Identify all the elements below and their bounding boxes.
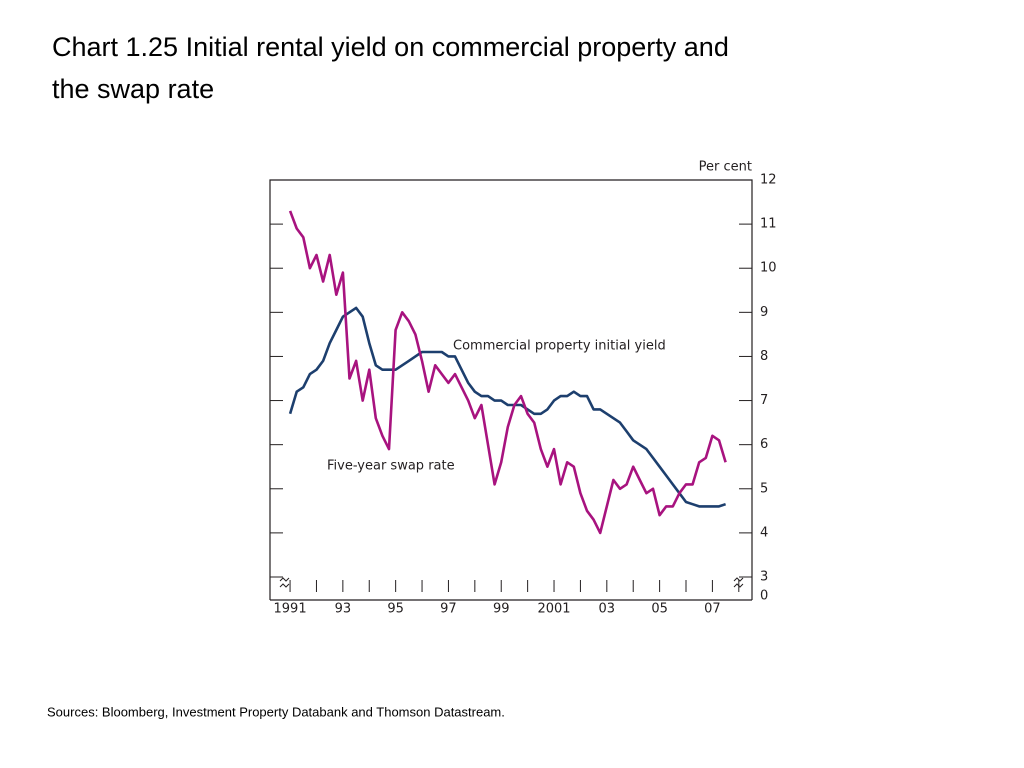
x-tick-label: 99 [493,602,510,617]
y-tick-label: 10 [760,261,777,276]
y-tick-label: 8 [760,349,768,364]
annotation: Five-year swap rate [327,459,455,474]
plot-frame [269,179,753,578]
y-tick-label: 12 [760,173,777,188]
x-tick-label: 1991 [274,602,307,617]
x-tick-label: 93 [335,602,352,617]
axis-break [279,577,290,588]
source-note: Sources: Bloomberg, Investment Property … [47,704,505,719]
title: Chart 1.25 Initial rental yield on comme… [52,32,729,62]
y-tick-label: 9 [760,305,768,320]
y-tick-label: 3 [760,570,768,585]
series-line [288,210,727,535]
x-tick-label: 07 [704,602,721,617]
x-tick-label: 05 [651,602,668,617]
x-tick-label: 95 [387,602,404,617]
series-line [288,306,727,508]
x-tick-label: 2001 [537,602,570,617]
x-tick-label: 97 [440,602,457,617]
y-tick-label: 4 [760,525,768,540]
title: the swap rate [52,74,214,104]
annotation: Commercial property initial yield [453,339,666,354]
y-unit: Per cent [699,160,752,175]
y-tick-label: 6 [760,437,768,452]
y-tick-label: 11 [760,217,777,232]
x-tick-label: 03 [599,602,616,617]
y-tick-label: 5 [760,481,768,496]
y-break-label: 0 [760,589,768,604]
y-tick-label: 7 [760,393,768,408]
